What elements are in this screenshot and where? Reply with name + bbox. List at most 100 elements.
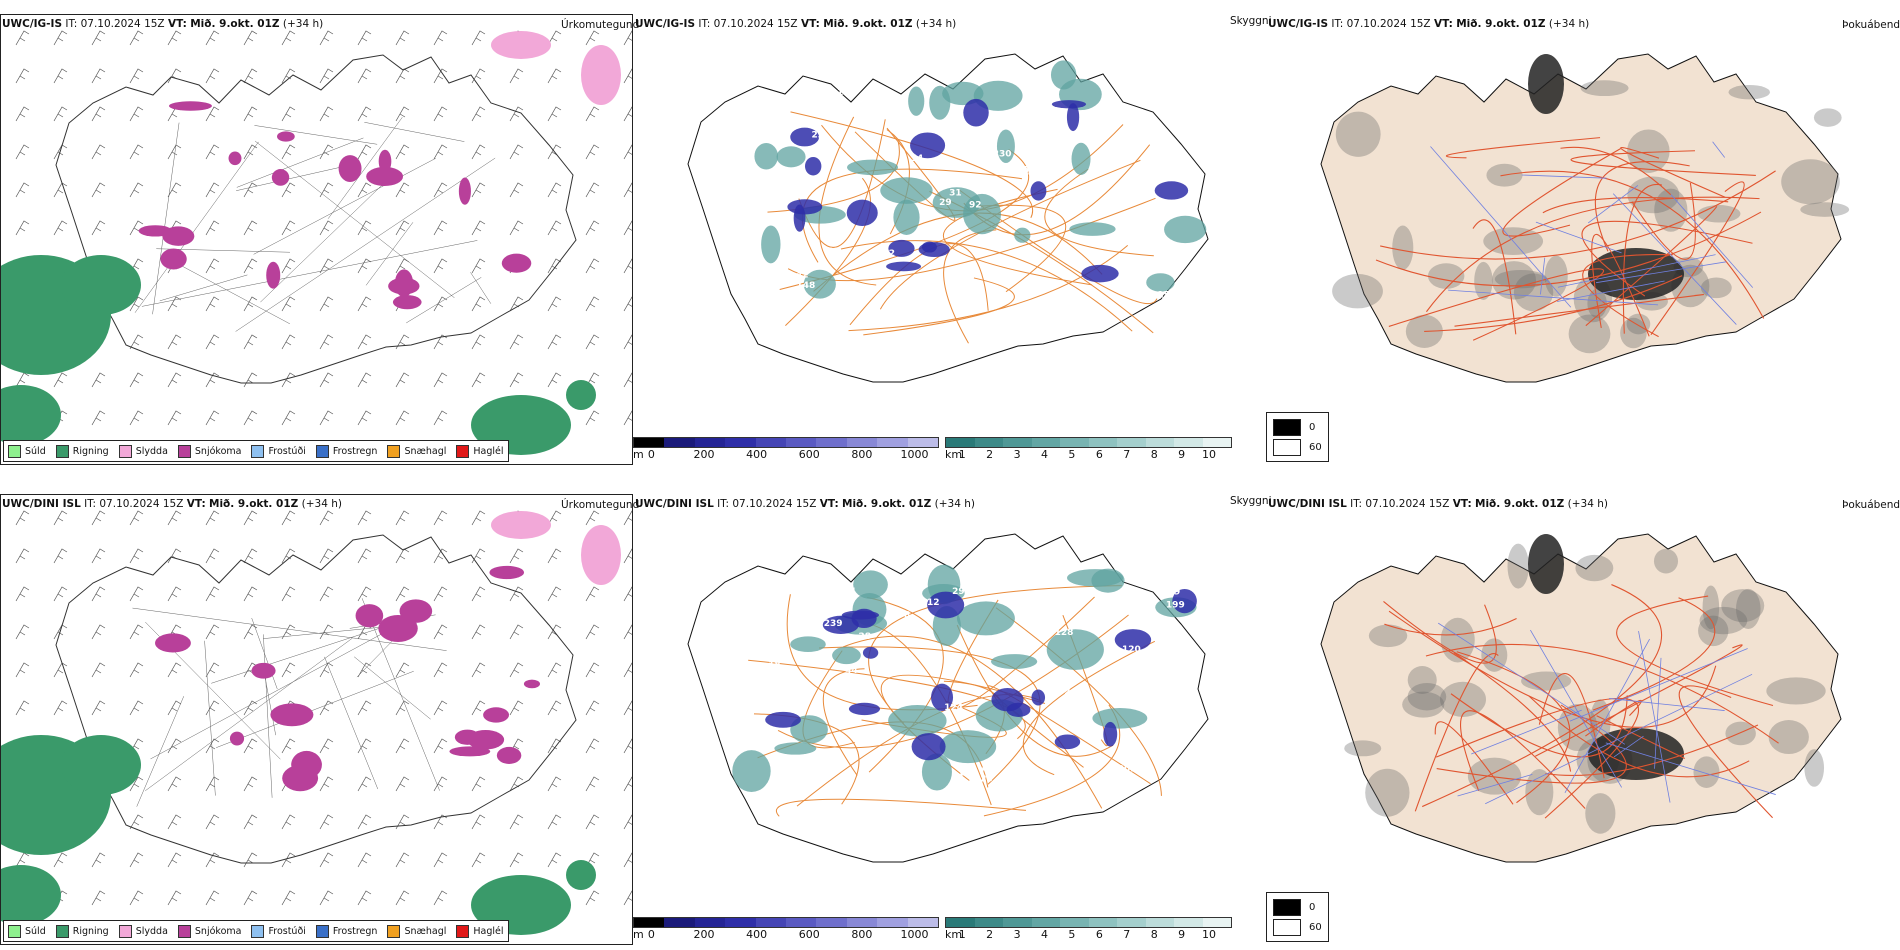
legend-label: Snjókoma xyxy=(194,445,242,457)
ceiling-value-label: 230 xyxy=(993,150,1012,160)
scale-cell xyxy=(946,918,975,927)
scale-tick: 5 xyxy=(1068,448,1076,461)
title-ceiling-row2: Skyggni xyxy=(1230,495,1272,507)
header-ceiling-row1: UWC/IG-IS IT: 07.10.2024 15Z VT: Mið. 9.… xyxy=(635,18,957,30)
legend-swatch xyxy=(118,924,132,938)
legend-swatch xyxy=(55,924,69,938)
ceiling-value-label: 120 xyxy=(1122,645,1141,655)
ceiling-value-label: 92 xyxy=(969,200,982,210)
ceiling-value-label: 151 xyxy=(1157,290,1176,300)
scale-cell xyxy=(946,438,975,447)
legend-label: Haglél xyxy=(473,445,504,457)
ceiling-scale-ticks: m 0 200 400 600 800 1000 xyxy=(633,448,939,462)
ceiling-value-label: 148 xyxy=(796,281,815,291)
scale-cell xyxy=(1031,438,1060,447)
ceiling-value-label: 12 xyxy=(769,754,782,764)
scale-cell xyxy=(755,918,787,927)
ceiling-value-label: 28 xyxy=(859,632,872,642)
ceiling-scale-bar xyxy=(633,917,939,928)
scale-cell xyxy=(877,918,908,927)
precip-map-row1 xyxy=(1,30,632,455)
ceiling-value-label: 162 xyxy=(1011,167,1030,177)
legend-swatch xyxy=(55,444,69,458)
land-area xyxy=(1320,53,1842,383)
ceiling-value-label: 24 xyxy=(825,600,838,610)
legend-label: Frostregn xyxy=(332,925,378,937)
legend-swatch xyxy=(315,924,329,938)
precip-legend-row1: Súld Rigning Slydda Snjókoma Frostúði Frostre… xyxy=(3,440,509,462)
legend-swatch xyxy=(251,924,265,938)
legend-item: Frostúði xyxy=(251,924,306,938)
ceiling-value-label: 22 xyxy=(811,131,824,141)
legend-swatch xyxy=(315,444,329,458)
ceiling-value-label: 840 xyxy=(1039,94,1058,104)
scale-cell xyxy=(1003,438,1032,447)
ceiling-scale-ticks: m 0 200 400 600 800 1000 xyxy=(633,928,939,942)
scale-cell xyxy=(1202,918,1231,927)
scale-cell xyxy=(725,438,756,447)
scale-cell xyxy=(907,438,939,447)
scale-tick: 200 xyxy=(693,928,715,941)
header-precip-row2: UWC/DINI ISL IT: 07.10.2024 15Z VT: Mið.… xyxy=(2,498,342,510)
ceiling-value-label: 112 xyxy=(921,598,940,608)
scale-tick: 5 xyxy=(1068,928,1076,941)
scale-tick: 8 xyxy=(1150,928,1158,941)
legend-label: Rigning xyxy=(72,445,109,457)
title-precip-row1: Úrkomutegund xyxy=(561,19,640,31)
scale-cell xyxy=(816,918,847,927)
cloud-legend-row1: 0 60 xyxy=(1266,412,1329,462)
scale-cell xyxy=(694,438,726,447)
legend-item: Rigning xyxy=(55,924,109,938)
ceiling-value-label: 54 xyxy=(911,154,924,164)
ceiling-value-label: 291 xyxy=(952,587,971,597)
legend-item: Frostúði xyxy=(251,444,306,458)
ceiling-value-label: 84 xyxy=(950,128,963,138)
ceiling-value-label: 81 xyxy=(844,587,857,597)
scale-tick: 200 xyxy=(693,448,715,461)
rivers xyxy=(1438,622,1776,805)
header-fog-row2: UWC/DINI ISL IT: 07.10.2024 15Z VT: Mið.… xyxy=(1268,498,1608,510)
snow-areas xyxy=(138,101,532,310)
scale-unit: km xyxy=(945,928,963,941)
ceiling-value-label: 31 xyxy=(1045,112,1058,122)
scale-cell xyxy=(1117,918,1146,927)
scale-tick: 2 xyxy=(986,928,994,941)
scale-tick: 4 xyxy=(1040,928,1048,941)
legend-item: Súld xyxy=(8,444,46,458)
scale-tick: 2 xyxy=(986,448,994,461)
legend-item: Slydda xyxy=(118,924,168,938)
ceiling-scale-bar xyxy=(633,437,939,448)
scale-tick: 400 xyxy=(746,928,768,941)
scale-cell xyxy=(786,918,817,927)
scale-tick: 8 xyxy=(1150,448,1158,461)
visibility-areas xyxy=(754,60,1207,299)
scale-tick: 0 xyxy=(647,928,655,941)
scale-tick: 9 xyxy=(1178,448,1186,461)
scale-cell xyxy=(1202,438,1231,447)
header-precip-row1: UWC/IG-IS IT: 07.10.2024 15Z VT: Mið. 9.… xyxy=(2,18,324,30)
visibility-scale-ticks: km 1 2 3 4 5 6 7 8 9 10 xyxy=(945,928,1232,942)
ceiling-value-label: 23 xyxy=(980,774,993,784)
legend-item: Snjókoma xyxy=(177,924,241,938)
scale-cell xyxy=(694,918,726,927)
ceiling-value-label: 13 xyxy=(840,775,853,785)
ceiling-scale-row2: m 0 200 400 600 800 1000 xyxy=(633,917,939,942)
ceiling-value-label: 32 xyxy=(882,249,895,259)
legend-label: Frostúði xyxy=(268,445,306,457)
ceiling-value-label: 12 xyxy=(837,88,850,98)
ceiling-value-label: 83 xyxy=(1108,649,1121,659)
legend-swatch xyxy=(387,444,401,458)
ceiling-value-label: 11 xyxy=(1016,165,1029,175)
legend-swatch xyxy=(456,444,470,458)
scale-cell xyxy=(816,438,847,447)
scale-cell xyxy=(664,918,695,927)
legend-item: Haglél xyxy=(456,924,504,938)
ceiling-areas xyxy=(787,98,1189,283)
legend-item: Snjókoma xyxy=(177,444,242,458)
ceiling-value-label: 128 xyxy=(835,294,854,304)
ceiling-value-label: 8 xyxy=(1164,119,1170,129)
coastline xyxy=(55,534,577,864)
title-fog-row2: Þokuábendi xyxy=(1842,499,1900,511)
ceiling-value-label: 20 xyxy=(998,184,1011,194)
